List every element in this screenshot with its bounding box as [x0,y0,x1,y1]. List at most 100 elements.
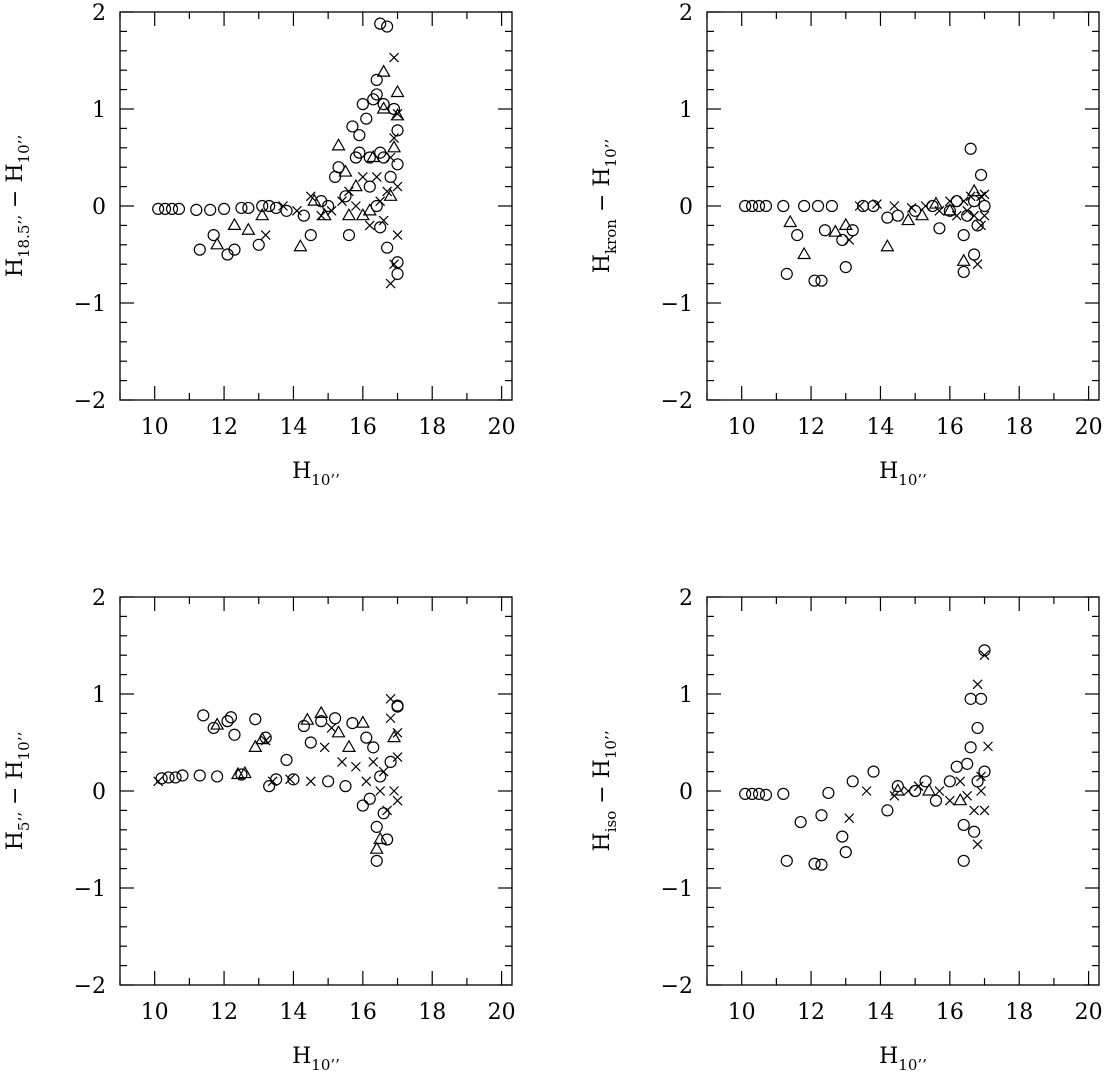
circle-marker [808,857,821,870]
circle-marker [943,775,956,788]
cross-marker [285,774,295,785]
cross-marker [371,171,382,182]
x-tick-label: 14 [279,1000,307,1025]
label-part: H [292,459,311,484]
cross-marker [350,201,361,211]
cross-marker [392,752,403,762]
cross-marker [861,786,872,796]
triangle-marker [248,739,263,752]
cross-marker [378,766,389,777]
triangle-marker [227,217,242,230]
circle-marker [381,20,394,33]
y-tick-label: −2 [74,974,106,999]
circle-marker [867,765,880,778]
triangle-marker [942,203,957,216]
cross-marker [337,196,347,207]
cross-marker [357,171,368,182]
label-part: − [590,778,615,810]
x-axis-label: H10’’ [879,459,927,489]
circle-marker [825,199,838,213]
circle-marker [342,229,356,242]
circle-marker [356,98,369,111]
plot-frame [119,11,513,401]
cross-marker [291,205,302,216]
circle-marker [204,203,217,216]
cross-marker [392,181,403,192]
cross-marker [965,191,976,202]
circle-marker [370,73,383,87]
circle-marker [377,807,390,820]
y-tick-label: −1 [661,292,693,317]
label-part: H [590,832,615,851]
label-subscript: 10’’ [898,471,927,489]
circle-marker [207,721,220,735]
plot-frame [706,11,1100,401]
triangle-marker [210,717,225,730]
circle-marker [169,771,182,784]
circle-marker [297,209,310,222]
cross-marker [934,786,945,796]
circle-marker [964,142,977,155]
plot-frame [706,596,1100,986]
circle-marker [968,825,981,838]
circle-marker [252,238,265,251]
cross-marker [361,776,372,787]
circle-marker [822,786,835,800]
triangle-marker [376,101,391,114]
circle-marker [971,721,984,735]
cross-marker [392,108,403,119]
circle-marker [235,768,248,781]
x-tick-label: 12 [210,415,238,440]
circle-marker [363,151,376,164]
circle-marker [815,274,828,287]
triangle-marker [237,765,252,779]
circle-marker [315,715,328,728]
x-tick-label: 18 [418,1000,446,1025]
cross-marker [976,220,986,231]
label-part: − [590,187,615,219]
cross-marker [382,186,393,197]
circle-marker [791,229,804,242]
label-part: H [292,1044,311,1069]
circle-marker [322,199,335,213]
x-axis-label: H10’’ [292,459,340,489]
circle-marker [370,820,383,833]
circle-marker [978,644,991,657]
cross-marker [972,839,983,850]
triangle-marker [373,831,388,845]
cross-marker [969,210,980,221]
x-tick-label: 14 [279,415,307,440]
cross-marker [979,650,990,661]
cross-marker [350,761,361,772]
y-tick-label: 1 [92,683,106,708]
circle-marker [867,199,880,213]
cross-marker [389,259,399,270]
circle-marker [217,202,231,216]
cross-marker [389,786,399,796]
circle-marker [926,199,939,213]
circle-marker [846,224,859,237]
circle-marker [391,267,404,280]
triangle-marker [915,207,930,221]
y-tick-label: 2 [92,1,106,26]
triangle-marker [387,729,402,743]
circle-marker [304,736,317,749]
circle-marker [964,692,977,705]
cross-marker [962,790,973,801]
circle-marker [777,787,790,801]
x-tick-label: 20 [488,1000,516,1025]
circle-marker [353,146,366,159]
y-tick-label: 0 [92,195,106,220]
triangle-marker [362,203,377,216]
label-part: H [3,163,28,182]
circle-marker [304,229,317,242]
circle-marker [759,199,773,213]
circle-marker [745,199,759,213]
circle-marker [287,773,300,786]
cross-marker [392,795,403,806]
label-part: H [879,1044,898,1069]
circle-marker [353,129,366,142]
x-tick-label: 10 [141,415,169,440]
circle-marker [235,201,248,215]
